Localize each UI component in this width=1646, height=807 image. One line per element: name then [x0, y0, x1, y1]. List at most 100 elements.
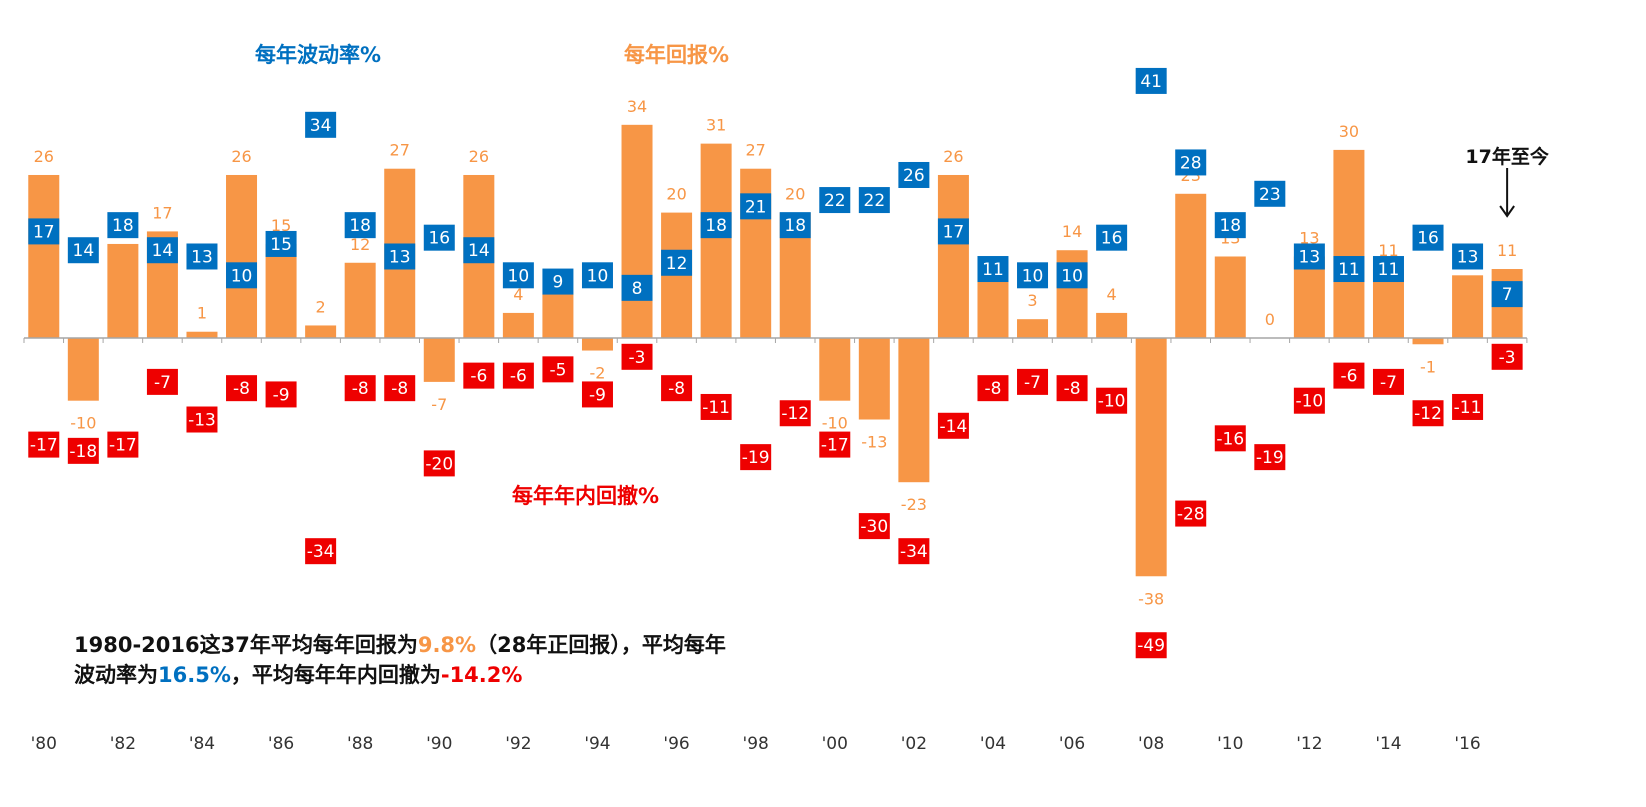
drawdown-label: -9 — [273, 385, 290, 405]
drawdown-box — [384, 375, 416, 402]
return-bar — [107, 243, 139, 338]
return-bar — [621, 124, 653, 338]
volatility-label: 10 — [508, 266, 530, 286]
volatility-label: 11 — [982, 260, 1004, 280]
drawdown-box — [700, 393, 732, 420]
return-bar — [1452, 275, 1484, 338]
drawdown-label: -18 — [69, 442, 97, 462]
drawdown-box — [305, 538, 337, 565]
return-data-label: -38 — [1138, 589, 1164, 608]
volatility-label: 18 — [112, 216, 134, 236]
drawdown-box — [1254, 444, 1286, 471]
volatility-box — [819, 187, 851, 214]
return-bar — [700, 143, 732, 338]
drawdown-label: -6 — [1340, 367, 1357, 387]
volatility-label: 11 — [1338, 260, 1360, 280]
volatility-label: 21 — [745, 197, 767, 217]
drawdown-box — [1096, 387, 1128, 414]
drawdown-box — [67, 437, 99, 464]
return-data-label: 20 — [785, 185, 805, 204]
drawdown-label: -13 — [188, 411, 216, 431]
volatility-label: 34 — [310, 116, 332, 136]
volatility-box — [1333, 256, 1365, 283]
drawdown-label: -10 — [1295, 392, 1323, 412]
return-data-label: 11 — [1378, 241, 1398, 260]
volatility-box — [1254, 180, 1286, 207]
drawdown-box — [542, 356, 574, 383]
summary-line-2: 波动率为16.5%，平均每年年内回撤为-14.2% — [74, 660, 834, 690]
volatility-box — [384, 243, 416, 270]
drawdown-label: -9 — [589, 385, 606, 405]
volatility-label: 16 — [1101, 229, 1123, 249]
return-bar — [186, 331, 218, 338]
return-data-label: 13 — [1299, 228, 1319, 247]
volatility-label: 22 — [864, 191, 886, 211]
x-tick-label: '12 — [1296, 734, 1322, 754]
volatility-box — [344, 212, 376, 239]
return-data-label: 2 — [316, 297, 326, 316]
volatility-box — [265, 230, 297, 257]
volatility-label: 28 — [1180, 153, 1202, 173]
drawdown-label: -19 — [742, 448, 770, 468]
x-tick-label: '86 — [268, 734, 294, 754]
return-bar — [581, 338, 613, 351]
volatility-box — [1017, 262, 1049, 289]
drawdown-box — [1214, 425, 1246, 452]
summary-prefix-2: 波动率为 — [74, 663, 158, 687]
volatility-box — [463, 237, 495, 264]
volatility-label: 12 — [666, 254, 688, 274]
x-tick-label: '94 — [584, 734, 610, 754]
avg-volatility-value: 16.5% — [158, 663, 231, 687]
volatility-box — [28, 218, 60, 245]
volatility-label: 14 — [73, 241, 95, 261]
drawdown-box — [107, 431, 139, 458]
legend-drawdown: 每年年内回撤% — [512, 484, 659, 508]
drawdown-box — [898, 538, 930, 565]
volatility-box — [1372, 256, 1404, 283]
return-data-label: 26 — [469, 147, 489, 166]
volatility-box — [740, 193, 772, 220]
volatility-label: 10 — [1061, 266, 1083, 286]
return-data-label: 20 — [666, 185, 686, 204]
volatility-box — [1452, 243, 1484, 270]
volatility-box — [186, 243, 218, 270]
volatility-label: 23 — [1259, 185, 1281, 205]
volatility-label: 22 — [824, 191, 846, 211]
volatility-box — [621, 274, 653, 301]
ytd-arrow-head — [1499, 205, 1515, 218]
drawdown-label: -10 — [1098, 392, 1126, 412]
volatility-box — [146, 237, 178, 264]
volatility-box — [581, 262, 613, 289]
volatility-label: 15 — [270, 235, 292, 255]
drawdown-label: -30 — [860, 517, 888, 537]
volatility-box — [1491, 281, 1523, 308]
avg-return-value: 9.8% — [417, 633, 477, 657]
drawdown-box — [779, 400, 811, 427]
return-bar — [1214, 256, 1246, 338]
drawdown-box — [463, 362, 495, 389]
return-data-label: 27 — [390, 141, 410, 160]
drawdown-box — [819, 431, 851, 458]
volatility-label: 13 — [1457, 247, 1479, 267]
drawdown-label: -20 — [425, 454, 453, 474]
volatility-label: 8 — [632, 279, 643, 299]
volatility-label: 17 — [33, 222, 55, 242]
drawdown-box — [858, 513, 890, 540]
volatility-label: 17 — [943, 222, 965, 242]
return-bar — [1096, 312, 1128, 338]
volatility-box — [542, 268, 574, 295]
return-bar — [502, 312, 534, 338]
x-tick-label: '10 — [1217, 734, 1243, 754]
return-data-label: -10 — [70, 414, 96, 433]
volatility-box — [423, 224, 455, 251]
drawdown-label: -12 — [1414, 404, 1442, 424]
x-tick-label: '82 — [110, 734, 136, 754]
return-data-label: -23 — [901, 495, 927, 514]
volatility-box — [226, 262, 258, 289]
return-bar — [1135, 338, 1167, 577]
x-tick-label: '90 — [426, 734, 452, 754]
return-bar — [28, 174, 60, 338]
return-data-label: 26 — [943, 147, 963, 166]
return-bar — [898, 338, 930, 483]
